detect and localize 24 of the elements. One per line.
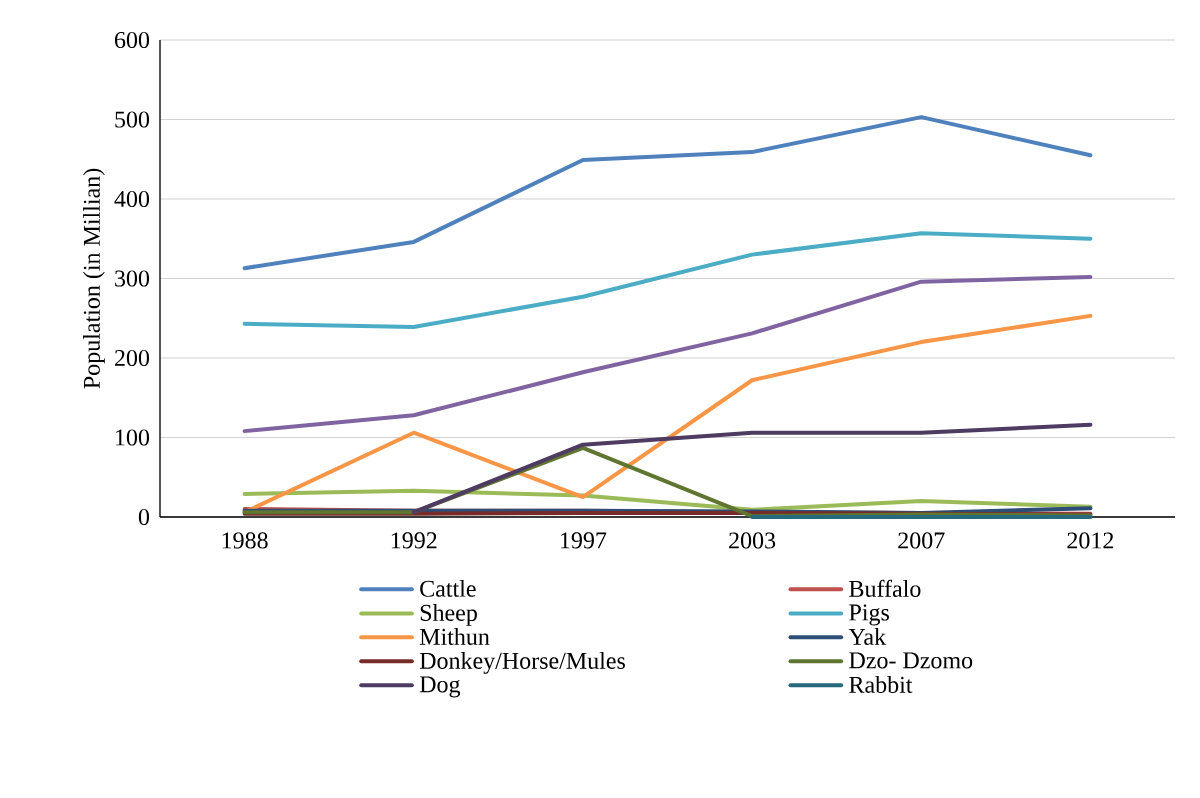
x-tick-label: 1988 — [222, 532, 268, 549]
y-tick-label: 600 — [114, 31, 150, 49]
legend-label: Cattle — [420, 579, 476, 597]
y-axis-title: Population (in Millian) — [83, 168, 105, 389]
y-tick-label: 200 — [115, 349, 150, 367]
y-tick-label: 100 — [116, 429, 150, 446]
legend-label: Pigs — [849, 604, 889, 626]
x-tick-label: 2012 — [1067, 532, 1114, 549]
legend-label: Yak — [848, 628, 887, 645]
legend-label: Rabbit — [849, 676, 913, 693]
x-tick-label: 1992 — [391, 532, 437, 549]
legend-label: Mithun — [419, 628, 490, 645]
y-tick-label: 0 — [138, 508, 150, 526]
legend-label: Donkey/Horse/Mules — [419, 652, 625, 674]
legend-label: Sheep — [420, 604, 477, 626]
x-tick-label: 2003 — [729, 532, 776, 549]
y-tick-label: 500 — [115, 111, 150, 128]
y-tick-label: 400 — [114, 190, 150, 208]
x-tick-label: 1997 — [561, 532, 607, 549]
legend-label: Dzo- Dzomo — [849, 652, 973, 669]
legend-label: Dog — [419, 676, 461, 698]
x-tick-label: 2007 — [898, 532, 945, 549]
y-tick-label: 300 — [115, 270, 150, 287]
legend-label: Buffalo — [849, 579, 921, 597]
